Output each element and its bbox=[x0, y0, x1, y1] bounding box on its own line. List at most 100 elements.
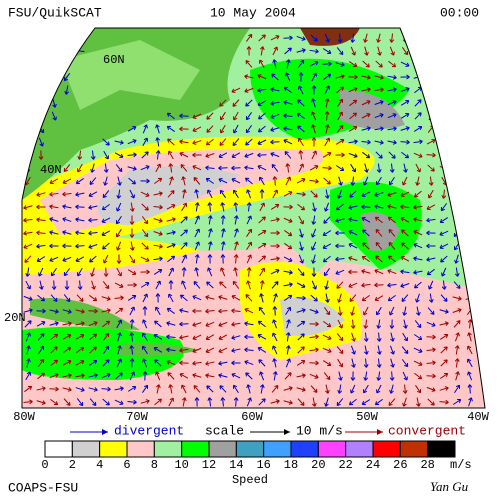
lon-label: 60W bbox=[241, 410, 263, 424]
wind-vector bbox=[322, 152, 332, 158]
wind-vector-head bbox=[338, 181, 343, 186]
wind-vector-head bbox=[444, 372, 449, 377]
wind-vector-head bbox=[275, 269, 280, 274]
wind-vector-head bbox=[244, 360, 249, 365]
wind-vector-head bbox=[432, 360, 436, 366]
wind-vector-head bbox=[353, 139, 358, 145]
wind-vector bbox=[270, 101, 280, 105]
wind-vector bbox=[245, 138, 253, 146]
wind-vector bbox=[427, 268, 435, 276]
wind-vector bbox=[416, 306, 420, 316]
wind-vector-head bbox=[432, 334, 436, 340]
wind-vector-head bbox=[322, 258, 328, 263]
wind-vector bbox=[166, 204, 176, 210]
wind-vector bbox=[169, 176, 173, 186]
wind-vector-head bbox=[283, 126, 288, 132]
wind-vector-head bbox=[457, 398, 462, 404]
wind-vector bbox=[168, 267, 174, 277]
wind-vector bbox=[283, 270, 293, 274]
wind-vector bbox=[89, 177, 97, 185]
wind-vector bbox=[272, 332, 278, 342]
wind-vector bbox=[338, 306, 342, 316]
wind-vector-head bbox=[416, 168, 421, 173]
wind-vector bbox=[195, 189, 199, 199]
wind-vector bbox=[364, 46, 368, 56]
wind-vector bbox=[323, 320, 331, 328]
wind-vector-head bbox=[192, 165, 197, 170]
wind-vector bbox=[205, 178, 215, 184]
wind-vector-head bbox=[441, 286, 447, 290]
wind-vector bbox=[348, 218, 358, 222]
wind-vector-head bbox=[350, 38, 356, 43]
wind-vector-head bbox=[259, 293, 264, 298]
wind-vector-head bbox=[324, 285, 329, 290]
wind-vector-head bbox=[257, 165, 262, 170]
wind-vector bbox=[23, 35, 33, 41]
colorbar-swatch bbox=[181, 440, 210, 458]
wind-vector bbox=[443, 189, 445, 199]
wind-vector-head bbox=[155, 293, 161, 297]
wind-vector bbox=[324, 33, 330, 43]
wind-vector bbox=[310, 190, 318, 198]
wind-vector bbox=[297, 398, 305, 406]
wind-vector bbox=[414, 372, 422, 380]
wind-vector bbox=[348, 61, 358, 67]
wind-vector-head bbox=[142, 319, 147, 324]
wind-vector bbox=[390, 384, 394, 394]
wind-vector bbox=[441, 176, 447, 186]
wind-vector-head bbox=[153, 347, 158, 352]
wind-vector bbox=[296, 49, 306, 53]
wind-vector bbox=[102, 203, 110, 211]
wind-vector-head bbox=[232, 141, 237, 146]
wind-vector-head bbox=[429, 85, 434, 90]
wind-vector-head bbox=[391, 154, 396, 159]
wind-vector bbox=[389, 306, 395, 316]
wind-vector bbox=[259, 267, 265, 277]
wind-vector bbox=[142, 332, 148, 342]
wind-vector-head bbox=[362, 242, 367, 247]
wind-vector-head bbox=[179, 113, 183, 119]
wind-vector-head bbox=[299, 246, 304, 251]
wind-vector-head bbox=[193, 385, 198, 390]
wind-vector-head bbox=[326, 73, 332, 78]
wind-vector bbox=[37, 112, 45, 120]
wind-vector-head bbox=[80, 373, 85, 379]
wind-vector-head bbox=[257, 140, 262, 145]
colorbar-tick-label: 26 bbox=[393, 458, 407, 472]
wind-vector-head bbox=[220, 202, 226, 207]
wind-vector-head bbox=[275, 399, 280, 404]
wind-vector-head bbox=[413, 256, 418, 262]
colorbar-swatch bbox=[235, 440, 265, 458]
wind-vector bbox=[169, 384, 173, 394]
wind-vector-head bbox=[40, 115, 45, 121]
wind-vector-head bbox=[218, 322, 223, 327]
wind-vector bbox=[403, 397, 407, 407]
wind-vector bbox=[299, 241, 303, 251]
wind-vector bbox=[283, 400, 293, 404]
wind-vector-head bbox=[339, 98, 344, 103]
wind-vector bbox=[401, 47, 409, 55]
wind-vector bbox=[439, 230, 449, 236]
wind-vector-head bbox=[38, 272, 43, 277]
wind-vector bbox=[25, 150, 31, 160]
wind-vector-head bbox=[49, 35, 54, 40]
wind-vector-head bbox=[245, 60, 250, 65]
wind-vector bbox=[51, 72, 57, 82]
wind-vector bbox=[244, 166, 254, 170]
wind-vector-head bbox=[443, 138, 448, 143]
wind-vector-head bbox=[441, 98, 447, 102]
wind-vector-head bbox=[102, 193, 107, 199]
wind-vector-head bbox=[361, 282, 366, 288]
wind-vector-head bbox=[467, 332, 472, 337]
wind-vector bbox=[374, 113, 384, 119]
wind-vector-head bbox=[363, 350, 369, 355]
wind-vector-head bbox=[339, 336, 344, 342]
wind-vector-head bbox=[67, 360, 72, 365]
wind-vector-head bbox=[25, 272, 31, 277]
wind-vector bbox=[117, 176, 121, 186]
wind-vector bbox=[246, 112, 252, 120]
wind-vector-head bbox=[350, 377, 356, 381]
wind-vector-head bbox=[26, 371, 31, 376]
colorbar-tick-label: 22 bbox=[338, 458, 352, 472]
wind-vector bbox=[205, 321, 215, 327]
